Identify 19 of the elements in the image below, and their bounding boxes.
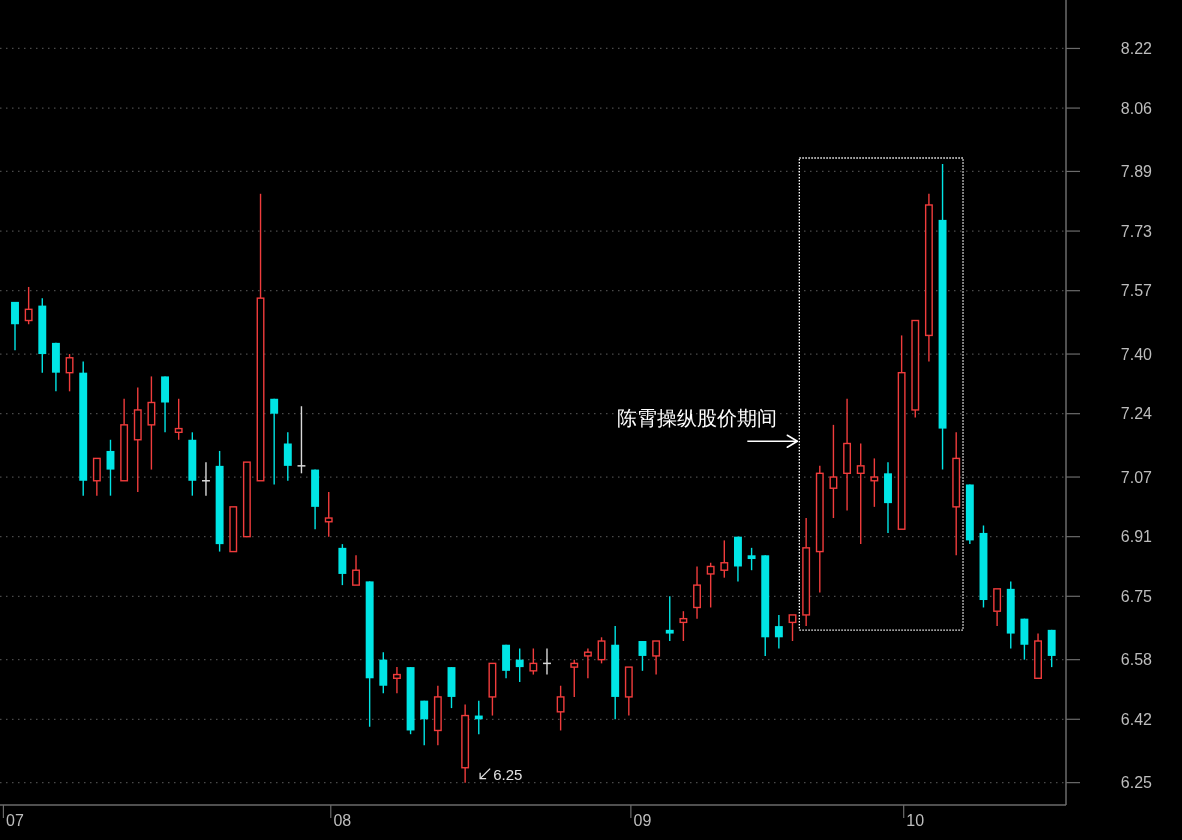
ytick-label: 6.25 [1120, 774, 1152, 792]
ytick-label: 7.40 [1120, 345, 1152, 363]
ytick-label: 8.22 [1120, 39, 1152, 57]
ytick-label: 7.73 [1120, 222, 1152, 240]
xtick-label: 10 [906, 812, 925, 829]
ytick-label: 6.42 [1120, 710, 1152, 728]
ytick-label: 7.24 [1120, 405, 1152, 423]
annotation: 6.25 [493, 765, 523, 783]
ytick-label: 7.07 [1120, 468, 1152, 486]
xtick-label: 07 [6, 812, 24, 829]
ytick-label: 8.06 [1120, 99, 1152, 117]
ytick-label: 6.58 [1120, 651, 1152, 669]
ytick-label: 7.89 [1120, 162, 1152, 180]
xtick-label: 08 [333, 812, 352, 829]
xtick-label: 09 [633, 812, 652, 829]
ytick-label: 6.75 [1120, 587, 1152, 605]
annotation: 陈霄操纵股价期间 [617, 407, 778, 430]
ytick-label: 6.91 [1120, 528, 1152, 546]
ytick-label: 7.57 [1120, 282, 1152, 300]
